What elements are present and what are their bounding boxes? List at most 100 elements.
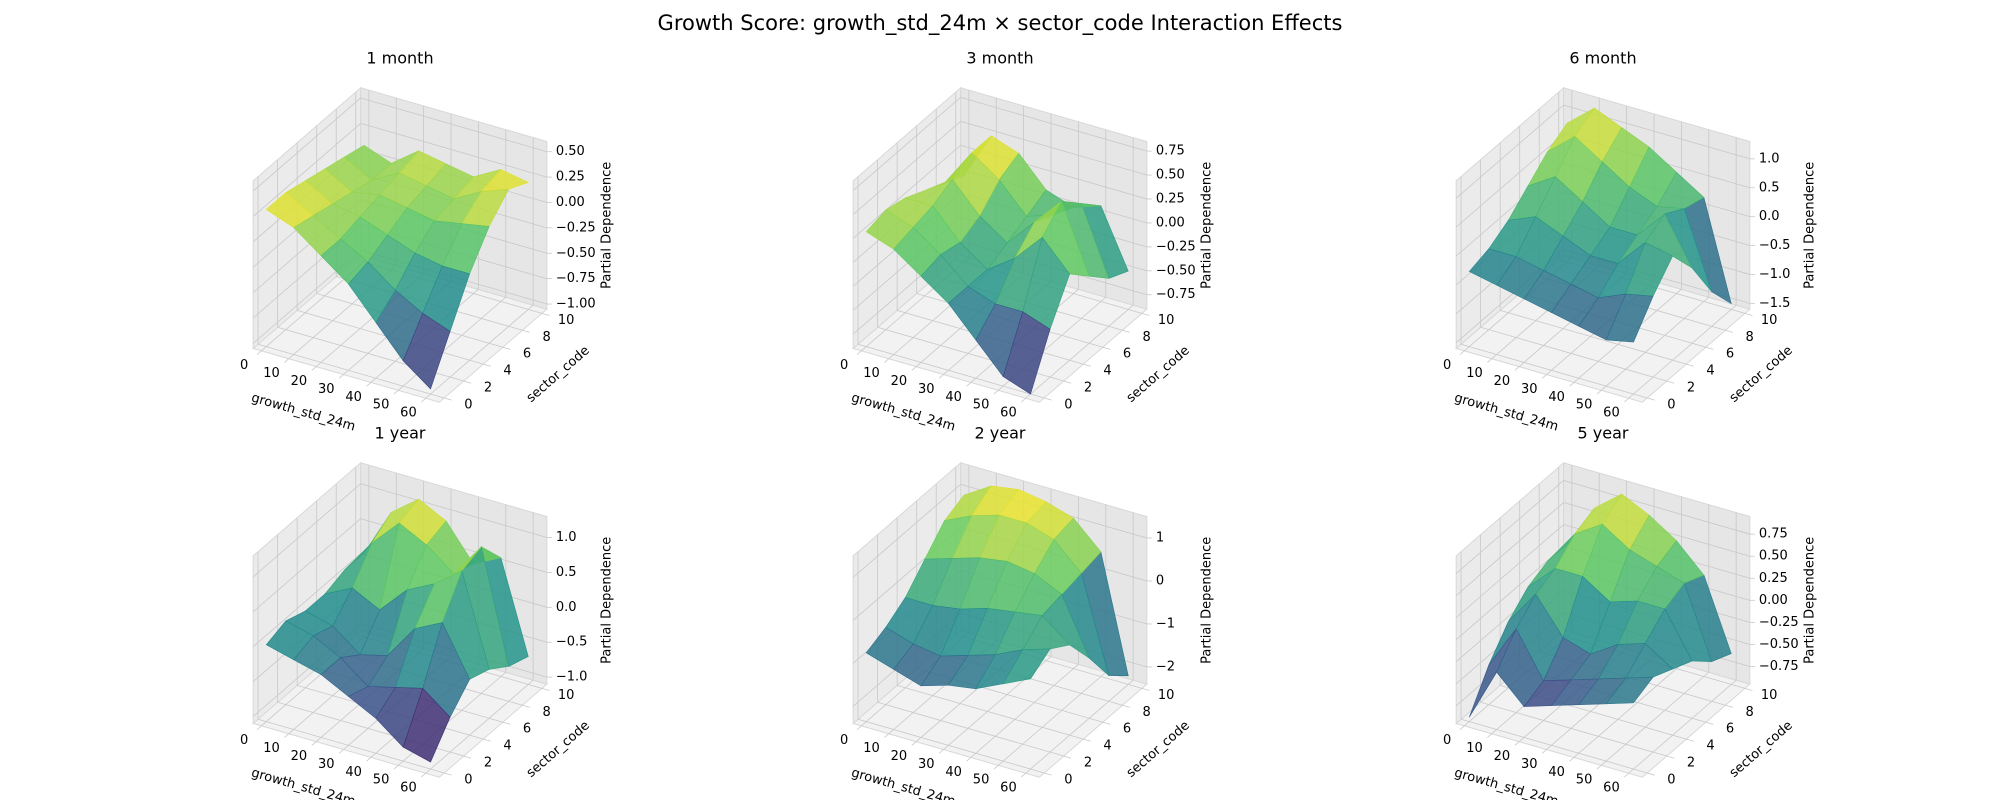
subplot-title: 5 year bbox=[1578, 424, 1629, 443]
grid-line bbox=[1455, 524, 1564, 618]
x-tick bbox=[938, 749, 944, 754]
z-tick-label: 0.50 bbox=[1759, 549, 1788, 564]
x-tick bbox=[256, 350, 262, 355]
x-tick bbox=[1459, 725, 1465, 730]
z-tick-label: −0.50 bbox=[1759, 637, 1799, 652]
x-tick-label: 30 bbox=[918, 757, 935, 772]
z-tick-label: −0.25 bbox=[1759, 615, 1799, 630]
z-tick-label: −0.5 bbox=[1759, 238, 1791, 253]
x-tick bbox=[1021, 397, 1026, 403]
x-tick-label: 0 bbox=[240, 358, 248, 373]
x-tick bbox=[366, 382, 372, 387]
y-tick bbox=[1647, 397, 1655, 401]
y-tick-label: 4 bbox=[1706, 364, 1714, 379]
z-tick-label: −0.75 bbox=[1759, 659, 1799, 674]
x-tick bbox=[1541, 374, 1547, 379]
y-tick-label: 8 bbox=[1745, 705, 1753, 720]
grid-line bbox=[1601, 296, 1710, 391]
x-tick bbox=[856, 350, 862, 355]
x-tick bbox=[911, 741, 917, 746]
z-axis-label: Partial Dependence bbox=[1199, 162, 1214, 289]
x-tick-label: 60 bbox=[400, 406, 417, 421]
x-tick-label: 40 bbox=[1548, 390, 1565, 405]
y-tick bbox=[483, 738, 491, 742]
z-tick-label: 1.0 bbox=[1759, 151, 1780, 166]
z-axis-label: Partial Dependence bbox=[1802, 537, 1817, 664]
z-axis-label: Partial Dependence bbox=[599, 537, 614, 664]
z-tick-label: 0.5 bbox=[1759, 180, 1780, 195]
x-tick bbox=[284, 358, 290, 363]
subplot-title: 3 month bbox=[966, 49, 1033, 68]
z-tick-label: 0.00 bbox=[556, 195, 585, 210]
x-tick-label: 50 bbox=[973, 398, 990, 413]
x-tick-label: 30 bbox=[318, 757, 335, 772]
subplot-title: 2 year bbox=[975, 424, 1026, 443]
x-tick bbox=[1514, 366, 1520, 371]
y-tick-label: 10 bbox=[1761, 688, 1778, 703]
grid-line bbox=[252, 483, 361, 578]
x-tick bbox=[311, 366, 317, 371]
y-tick bbox=[1686, 363, 1694, 367]
x-tick bbox=[884, 358, 890, 363]
figure-title: Growth Score: growth_std_24m × sector_co… bbox=[658, 11, 1343, 36]
surface-patch bbox=[1605, 676, 1654, 705]
grid-line bbox=[1455, 133, 1564, 228]
x-tick-label: 10 bbox=[863, 741, 880, 756]
y-tick-label: 4 bbox=[503, 739, 511, 754]
grid-line bbox=[257, 343, 445, 399]
y-tick-label: 0 bbox=[1064, 772, 1072, 787]
grid-line bbox=[1460, 343, 1648, 399]
y-tick-label: 8 bbox=[1142, 705, 1150, 720]
y-tick bbox=[1083, 738, 1091, 742]
z-tick-label: 0.25 bbox=[1759, 571, 1788, 586]
z-tick-label: 0.0 bbox=[556, 600, 577, 615]
x-tick-label: 50 bbox=[1576, 773, 1593, 788]
y-tick bbox=[522, 704, 530, 708]
y-tick-label: 8 bbox=[542, 705, 550, 720]
grid-line bbox=[252, 123, 361, 217]
grid-line bbox=[1628, 679, 1737, 774]
x-tick bbox=[966, 757, 972, 762]
grid-line bbox=[852, 144, 961, 239]
x-tick-label: 40 bbox=[345, 390, 362, 405]
z-tick-label: 1 bbox=[1156, 531, 1164, 546]
z-tick-label: 0.75 bbox=[1759, 527, 1788, 542]
x-tick bbox=[311, 741, 317, 746]
y-tick bbox=[522, 329, 530, 333]
x-tick bbox=[1624, 397, 1629, 403]
y-tick bbox=[1705, 346, 1714, 350]
y-tick bbox=[1705, 721, 1714, 725]
z-tick-label: −0.25 bbox=[556, 220, 596, 235]
x-tick bbox=[938, 374, 944, 379]
y-tick bbox=[1122, 329, 1130, 333]
x-tick bbox=[1541, 749, 1547, 754]
z-tick-label: −1.5 bbox=[1759, 296, 1791, 311]
grid-line bbox=[360, 483, 547, 538]
y-tick bbox=[1647, 772, 1655, 776]
x-tick-label: 20 bbox=[1494, 374, 1511, 389]
grid-line bbox=[1025, 679, 1134, 774]
z-axis-label: Partial Dependence bbox=[1802, 162, 1817, 289]
x-tick-label: 20 bbox=[891, 374, 908, 389]
surface-patch bbox=[402, 312, 451, 390]
z-tick-label: 0.5 bbox=[556, 565, 577, 580]
y-tick-label: 6 bbox=[523, 722, 531, 737]
x-tick-label: 50 bbox=[373, 398, 390, 413]
x-tick bbox=[284, 733, 290, 738]
z-tick-label: 1.0 bbox=[556, 530, 577, 545]
y-tick bbox=[1102, 346, 1111, 350]
y-tick-label: 6 bbox=[523, 347, 531, 362]
grid-line bbox=[1563, 480, 1750, 535]
grid-line bbox=[852, 121, 961, 215]
subplot-title: 6 month bbox=[1569, 49, 1636, 68]
grid-line bbox=[252, 518, 361, 613]
x-tick-label: 30 bbox=[1521, 382, 1538, 397]
x-tick bbox=[1624, 772, 1629, 778]
y-tick-label: 10 bbox=[1158, 688, 1175, 703]
y-tick-label: 2 bbox=[1687, 756, 1695, 771]
y-tick-label: 10 bbox=[1158, 313, 1175, 328]
y-tick bbox=[1725, 704, 1733, 708]
z-tick-label: 0.25 bbox=[556, 170, 585, 185]
z-tick-label: −0.75 bbox=[556, 271, 596, 286]
x-tick-label: 10 bbox=[863, 366, 880, 381]
